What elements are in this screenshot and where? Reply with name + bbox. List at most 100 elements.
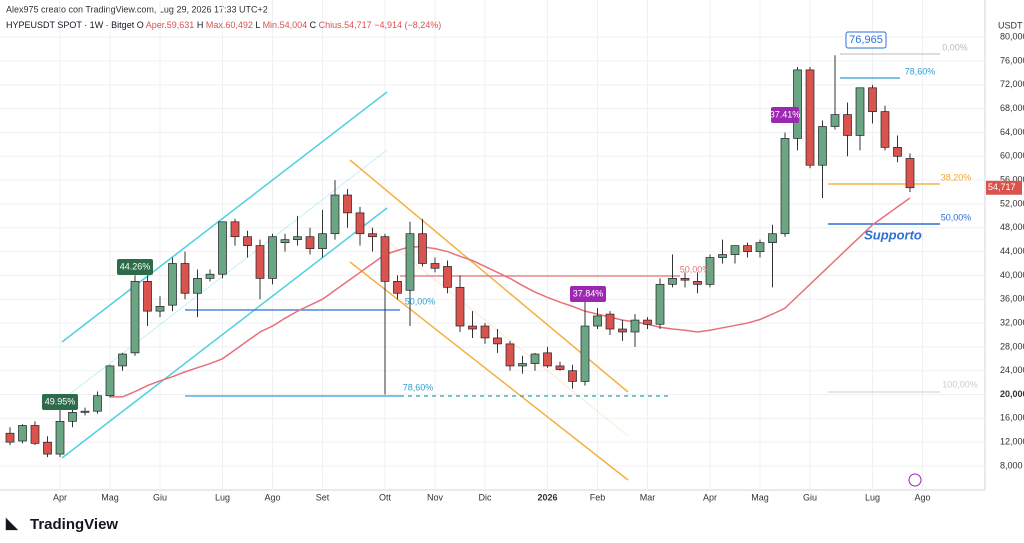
- candle-body: [230, 221, 240, 238]
- candle-body: [180, 263, 190, 294]
- candle-body: [493, 337, 502, 345]
- candle-body: [455, 286, 465, 327]
- brand: TradingView: [30, 516, 118, 533]
- x-tick-label: Set: [316, 492, 330, 502]
- candle-body: [243, 236, 252, 246]
- candle-body: [518, 363, 527, 367]
- candle-body: [568, 370, 577, 382]
- annotation: 76,965: [849, 34, 883, 46]
- candle-body: [655, 283, 665, 325]
- candle-body: [143, 281, 152, 312]
- last-price-box: [986, 180, 1022, 195]
- annotation: 49.95%: [45, 396, 76, 406]
- candle-body: [43, 441, 52, 455]
- y-tick-label: 64,000: [1000, 127, 1024, 137]
- candle-body: [330, 194, 340, 235]
- candle-body: [255, 245, 265, 279]
- candle-body: [280, 239, 290, 243]
- candle-body: [293, 236, 302, 241]
- candle-body: [368, 233, 377, 238]
- x-tick-label: Giu: [803, 492, 817, 502]
- candle-body: [218, 221, 227, 275]
- annotation-box: [771, 107, 799, 123]
- candle-body: [430, 263, 440, 269]
- candle-body: [555, 365, 565, 370]
- candle-body: [693, 281, 702, 285]
- x-tick-label: Dic: [479, 492, 492, 502]
- y-tick-label: 24,000: [1000, 365, 1024, 375]
- candle-body: [5, 432, 15, 443]
- candle-body: [30, 425, 40, 444]
- candle-body: [705, 257, 715, 285]
- y-tick-label: 68,000: [1000, 103, 1024, 113]
- candle-body: [893, 147, 902, 157]
- channel-mid: [349, 210, 629, 437]
- header-part: Chius.54,717: [319, 20, 372, 30]
- x-tick-label: Apr: [53, 492, 67, 502]
- candle-body: [843, 114, 852, 136]
- y-tick-label: 36,000: [1000, 294, 1024, 304]
- candle-body: [468, 325, 477, 330]
- candle-body: [868, 87, 877, 112]
- annotation: 44.26%: [120, 261, 151, 271]
- candle-body: [830, 114, 840, 127]
- candle-body: [680, 278, 690, 281]
- candle-body: [443, 266, 452, 288]
- channel-line: [61, 91, 388, 343]
- candle-body: [405, 233, 415, 291]
- annotation: Supporto: [864, 227, 922, 242]
- y-tick-label: 48,000: [1000, 222, 1024, 232]
- candle-body: [155, 306, 165, 312]
- candle-body: [618, 328, 627, 333]
- y-tick-label: 80,000: [1000, 32, 1024, 42]
- x-tick-label: Ago: [914, 492, 930, 502]
- candle-body: [755, 242, 765, 252]
- annotation: 100,00%: [942, 379, 978, 389]
- credit: Alex975 creato con TradingView.com, Lug …: [6, 4, 268, 14]
- annotation: 0,00%: [942, 42, 968, 52]
- annotation: 50,00%: [680, 264, 711, 274]
- annotation: 37.84%: [573, 288, 604, 298]
- header-part: O: [137, 20, 144, 30]
- x-tick-label: Nov: [427, 492, 444, 502]
- candle-body: [268, 236, 277, 279]
- candle-body: [380, 236, 390, 282]
- candle-body: [105, 365, 115, 397]
- candle-body: [130, 281, 140, 354]
- candle-body: [80, 410, 90, 413]
- y-tick-label: 16,000: [1000, 413, 1024, 423]
- flash-icon[interactable]: [908, 473, 922, 487]
- annotation: 37.41%: [770, 109, 801, 119]
- candle-body: [543, 352, 552, 367]
- candle-body: [630, 319, 640, 333]
- candle-body: [855, 87, 865, 136]
- candle-body: [68, 412, 77, 422]
- channel-line: [349, 261, 629, 481]
- y-tick-label: 56,000: [1000, 174, 1024, 184]
- x-tick-label: 2026: [537, 492, 557, 502]
- header-part: L: [255, 20, 260, 30]
- candle-body: [168, 263, 177, 306]
- x-tick-label: Mar: [640, 492, 656, 502]
- brand-logo: ◣: [5, 515, 19, 532]
- candle-body: [55, 420, 65, 455]
- candle-body: [743, 245, 752, 252]
- y-tick-label: 44,000: [1000, 246, 1024, 256]
- x-tick-label: Lug: [865, 492, 880, 502]
- candle-body: [505, 343, 515, 367]
- x-tick-label: Mag: [101, 492, 119, 502]
- candle-body: [668, 278, 677, 285]
- annotation: 78,60%: [403, 382, 434, 392]
- header-part: C: [310, 20, 317, 30]
- annotation: 50,00%: [941, 212, 972, 222]
- y-tick-label: 20,000: [1000, 389, 1024, 399]
- header-part: HYPEUSDT SPOT · 1W · Bitget: [6, 20, 135, 30]
- x-tick-label: Lug: [215, 492, 230, 502]
- annotation-box: [42, 394, 78, 410]
- candle-body: [643, 319, 652, 325]
- annotation: 38,20%: [941, 172, 972, 182]
- annotation: 78,60%: [905, 66, 936, 76]
- x-tick-label: Feb: [590, 492, 606, 502]
- y-tick-label: 40,000: [1000, 270, 1024, 280]
- channel-line: [61, 207, 388, 459]
